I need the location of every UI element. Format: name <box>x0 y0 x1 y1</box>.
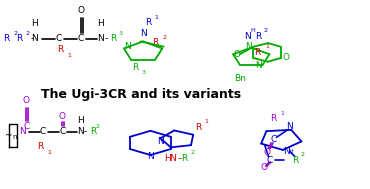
Text: 2: 2 <box>300 152 305 157</box>
Text: N: N <box>169 154 176 163</box>
Text: N: N <box>255 61 262 70</box>
Text: N: N <box>244 32 251 41</box>
Text: R: R <box>132 63 138 72</box>
Text: Bn: Bn <box>234 74 246 83</box>
Text: O: O <box>264 148 271 157</box>
Text: 1: 1 <box>68 53 72 58</box>
Text: R: R <box>57 45 64 54</box>
Text: 3: 3 <box>118 31 122 36</box>
Text: O: O <box>233 50 240 59</box>
Text: R: R <box>90 127 96 136</box>
Text: H: H <box>289 149 294 153</box>
Text: 2: 2 <box>263 28 267 33</box>
Text: N: N <box>283 146 289 156</box>
Text: H: H <box>164 154 171 163</box>
Text: R: R <box>255 32 261 41</box>
Text: R: R <box>17 34 23 43</box>
Text: 1: 1 <box>204 119 208 124</box>
Text: O: O <box>23 96 30 105</box>
Text: N: N <box>286 122 293 131</box>
Text: N: N <box>157 137 164 146</box>
Text: 1: 1 <box>154 15 158 20</box>
Text: R: R <box>152 38 159 47</box>
Text: R: R <box>110 34 116 43</box>
Text: C: C <box>78 34 84 43</box>
Text: H: H <box>77 116 83 125</box>
Text: R: R <box>37 142 44 151</box>
Text: R: R <box>292 156 298 165</box>
Text: R: R <box>254 48 260 57</box>
Text: R: R <box>270 114 276 123</box>
Text: O: O <box>59 112 66 121</box>
Text: -: - <box>30 34 34 43</box>
Text: N: N <box>245 42 252 51</box>
Text: R: R <box>145 18 152 27</box>
Text: H: H <box>31 19 38 28</box>
Text: 2: 2 <box>14 31 18 36</box>
Text: 3: 3 <box>141 70 145 75</box>
Text: O: O <box>283 53 290 63</box>
Text: N: N <box>124 42 131 51</box>
Text: O: O <box>77 6 84 15</box>
Text: n: n <box>13 134 17 140</box>
Text: C: C <box>59 127 65 136</box>
Text: 2: 2 <box>162 35 166 40</box>
Text: R: R <box>3 34 9 43</box>
Text: N: N <box>140 29 147 39</box>
Text: H: H <box>251 28 255 33</box>
Text: N: N <box>147 152 154 161</box>
Text: N: N <box>77 127 83 136</box>
Text: -: - <box>105 34 108 43</box>
Text: N: N <box>98 34 104 43</box>
Text: N: N <box>31 34 38 43</box>
Text: 2: 2 <box>26 31 30 36</box>
Text: –: – <box>178 154 182 163</box>
Text: H: H <box>98 19 104 28</box>
Text: C: C <box>266 156 272 165</box>
Text: ~: ~ <box>4 131 11 140</box>
Text: R: R <box>195 123 202 132</box>
Text: 2: 2 <box>190 150 194 155</box>
Text: 1: 1 <box>47 150 51 155</box>
Text: 1: 1 <box>265 44 269 49</box>
Text: 1: 1 <box>280 111 284 116</box>
Text: C: C <box>39 127 46 136</box>
Text: The Ugi-3CR and its variants: The Ugi-3CR and its variants <box>41 88 241 101</box>
Text: N: N <box>19 127 26 136</box>
Text: 2: 2 <box>96 124 100 129</box>
Text: -: - <box>84 127 87 136</box>
Text: R: R <box>182 154 188 163</box>
Text: C: C <box>23 122 30 131</box>
Text: C: C <box>270 135 277 144</box>
Text: O: O <box>260 163 268 172</box>
Text: C: C <box>56 34 62 43</box>
